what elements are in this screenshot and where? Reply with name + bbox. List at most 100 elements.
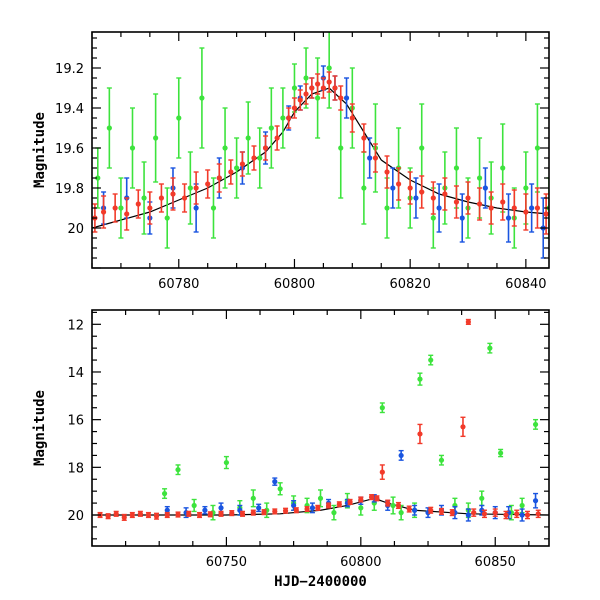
data-point [129, 512, 135, 518]
data-point [135, 201, 141, 207]
data-point [222, 145, 228, 151]
bottom-panel: 60750 60800 60850 12 14 16 18 20 Magnitude HJD−24… [32, 309, 550, 590]
data-point [479, 495, 485, 501]
data-point [315, 81, 321, 87]
series-green [95, 32, 549, 249]
data-point [164, 512, 170, 518]
data-point [239, 161, 246, 167]
data-point [207, 511, 213, 517]
data-point [368, 494, 375, 500]
data-point [384, 169, 390, 175]
data-point [106, 125, 112, 131]
data-point [338, 95, 344, 101]
data-point [505, 215, 512, 221]
plot-frame [91, 309, 550, 547]
data-point [210, 205, 217, 211]
y-tick-label: 19.4 [55, 102, 84, 117]
data-point [277, 486, 283, 492]
data-point [534, 145, 541, 151]
data-point [315, 505, 321, 511]
data-point [428, 357, 434, 363]
data-point [519, 512, 525, 518]
data-point [205, 181, 211, 187]
y-tick-label: 14 [67, 366, 84, 381]
x-tick-label: 60800 [274, 277, 315, 292]
data-point [164, 215, 170, 221]
data-point [186, 511, 192, 517]
data-point [419, 189, 425, 195]
data-point [514, 511, 520, 517]
data-point [317, 495, 324, 501]
data-point [315, 95, 321, 101]
data-point [498, 450, 504, 456]
data-point [176, 115, 182, 121]
data-point [181, 195, 188, 201]
data-point [492, 510, 498, 516]
data-point [465, 319, 471, 325]
data-point [257, 155, 263, 161]
data-point [535, 511, 541, 517]
data-point [398, 452, 404, 459]
data-point [121, 514, 127, 520]
data-point [100, 209, 107, 215]
data-point [372, 155, 379, 161]
plot-area [92, 32, 549, 259]
data-point [398, 510, 404, 516]
data-point [331, 510, 337, 516]
data-point [500, 199, 506, 205]
data-point [170, 191, 176, 197]
x-tick-label: 60800 [340, 555, 381, 570]
data-point [268, 125, 274, 131]
data-point [105, 513, 111, 519]
data-point [338, 145, 344, 151]
data-point [202, 507, 208, 513]
data-point [430, 215, 436, 221]
data-point [291, 502, 297, 509]
plot-frame [91, 31, 550, 269]
data-point [282, 508, 289, 514]
data-point [229, 510, 235, 516]
data-point [293, 507, 299, 513]
data-point [245, 135, 251, 141]
data-point [487, 345, 493, 351]
y-tick-label: 19.2 [55, 62, 84, 77]
data-point [193, 205, 199, 211]
data-point [361, 135, 367, 141]
data-point [479, 507, 485, 513]
data-point [379, 469, 385, 475]
data-point [129, 145, 136, 151]
data-point [153, 135, 159, 141]
data-point [438, 457, 445, 463]
x-tick-label: 60820 [389, 277, 430, 292]
data-point [543, 211, 549, 217]
data-point [453, 165, 460, 171]
data-point [309, 85, 315, 91]
y-tick-label: 18 [67, 461, 84, 476]
data-point [196, 512, 203, 518]
data-point [175, 511, 181, 518]
data-point [459, 215, 465, 221]
data-point [406, 506, 412, 512]
data-point [532, 498, 539, 504]
data-point [145, 512, 152, 518]
data-point [250, 510, 256, 516]
y-tick-label: 20 [67, 509, 84, 524]
data-point [442, 191, 448, 197]
data-point [417, 431, 423, 437]
x-tick-label: 60840 [505, 277, 546, 292]
data-point [524, 512, 531, 518]
data-point [118, 205, 124, 211]
data-point [309, 505, 316, 511]
data-point [523, 209, 529, 215]
data-point [460, 424, 466, 430]
top-panel: 60780 60800 60820 60840 19.2 19.4 19.6 19.8 20 Ma… [32, 31, 550, 292]
series-red [97, 318, 541, 521]
data-point [272, 479, 278, 485]
data-point [141, 195, 147, 201]
y-tick-label: 12 [67, 318, 84, 333]
data-point [191, 502, 197, 509]
data-point [228, 169, 234, 175]
data-point [500, 165, 506, 171]
data-point [256, 505, 262, 511]
